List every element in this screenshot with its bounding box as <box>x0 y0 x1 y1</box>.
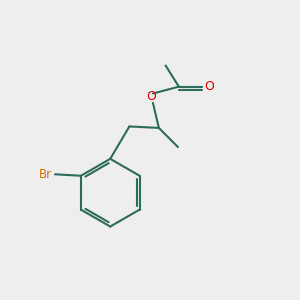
Text: O: O <box>204 80 214 93</box>
Text: O: O <box>146 90 156 103</box>
Text: Br: Br <box>39 168 52 181</box>
